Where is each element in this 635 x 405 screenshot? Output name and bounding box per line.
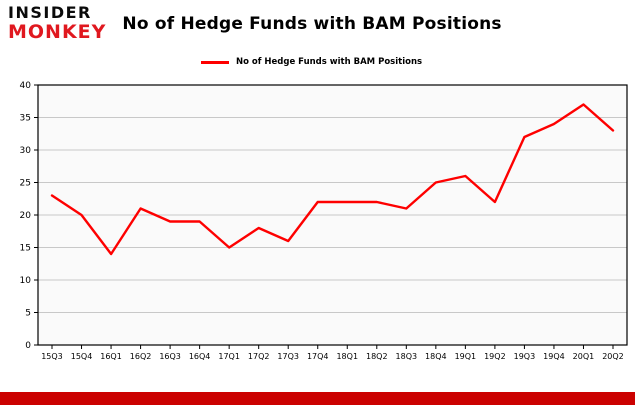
svg-text:16Q2: 16Q2: [130, 352, 152, 361]
chart-header: INSIDER MONKEY No of Hedge Funds with BA…: [8, 5, 502, 42]
svg-text:20Q2: 20Q2: [602, 352, 624, 361]
svg-text:18Q3: 18Q3: [396, 352, 418, 361]
svg-text:18Q1: 18Q1: [336, 352, 358, 361]
svg-text:17Q2: 17Q2: [248, 352, 270, 361]
insider-monkey-logo: INSIDER MONKEY: [8, 5, 106, 42]
svg-text:0: 0: [25, 341, 31, 351]
svg-text:19Q3: 19Q3: [514, 352, 536, 361]
svg-text:20Q1: 20Q1: [573, 352, 595, 361]
logo-insider-text: INSIDER: [8, 3, 92, 22]
svg-text:25: 25: [20, 179, 31, 189]
footer-red-bar: [0, 392, 635, 405]
svg-text:16Q4: 16Q4: [189, 352, 211, 361]
legend-label: No of Hedge Funds with BAM Positions: [236, 57, 423, 67]
page-title: No of Hedge Funds with BAM Positions: [122, 13, 502, 34]
svg-text:17Q4: 17Q4: [307, 352, 329, 361]
svg-text:40: 40: [20, 81, 32, 91]
svg-text:15: 15: [20, 244, 31, 254]
svg-text:20: 20: [20, 211, 32, 221]
svg-text:30: 30: [20, 146, 32, 156]
svg-text:19Q1: 19Q1: [455, 352, 477, 361]
svg-text:17Q1: 17Q1: [218, 352, 240, 361]
svg-text:16Q1: 16Q1: [100, 352, 122, 361]
svg-text:18Q4: 18Q4: [425, 352, 447, 361]
svg-text:19Q2: 19Q2: [484, 352, 506, 361]
legend-line-swatch: [201, 60, 229, 64]
svg-text:16Q3: 16Q3: [159, 352, 181, 361]
svg-text:17Q3: 17Q3: [277, 352, 299, 361]
svg-text:5: 5: [25, 309, 31, 319]
hedge-funds-line-chart: 0 5 10 15 20 25 30 35 40 15Q3 15Q4 16Q1 16Q2 16Q3 16Q4…: [0, 73, 635, 373]
line-chart-svg: 0 5 10 15 20 25 30 35 40 15Q3 15Q4 16Q1 16Q2 16Q3 16Q4…: [20, 81, 628, 361]
logo-monkey-text: MONKEY: [8, 21, 107, 43]
svg-text:18Q2: 18Q2: [366, 352, 388, 361]
svg-text:15Q4: 15Q4: [71, 352, 93, 361]
svg-text:10: 10: [20, 276, 32, 286]
chart-legend: No of Hedge Funds with BAM Positions: [201, 57, 422, 67]
svg-text:35: 35: [20, 114, 31, 124]
svg-text:15Q3: 15Q3: [41, 352, 63, 361]
svg-text:19Q4: 19Q4: [543, 352, 565, 361]
